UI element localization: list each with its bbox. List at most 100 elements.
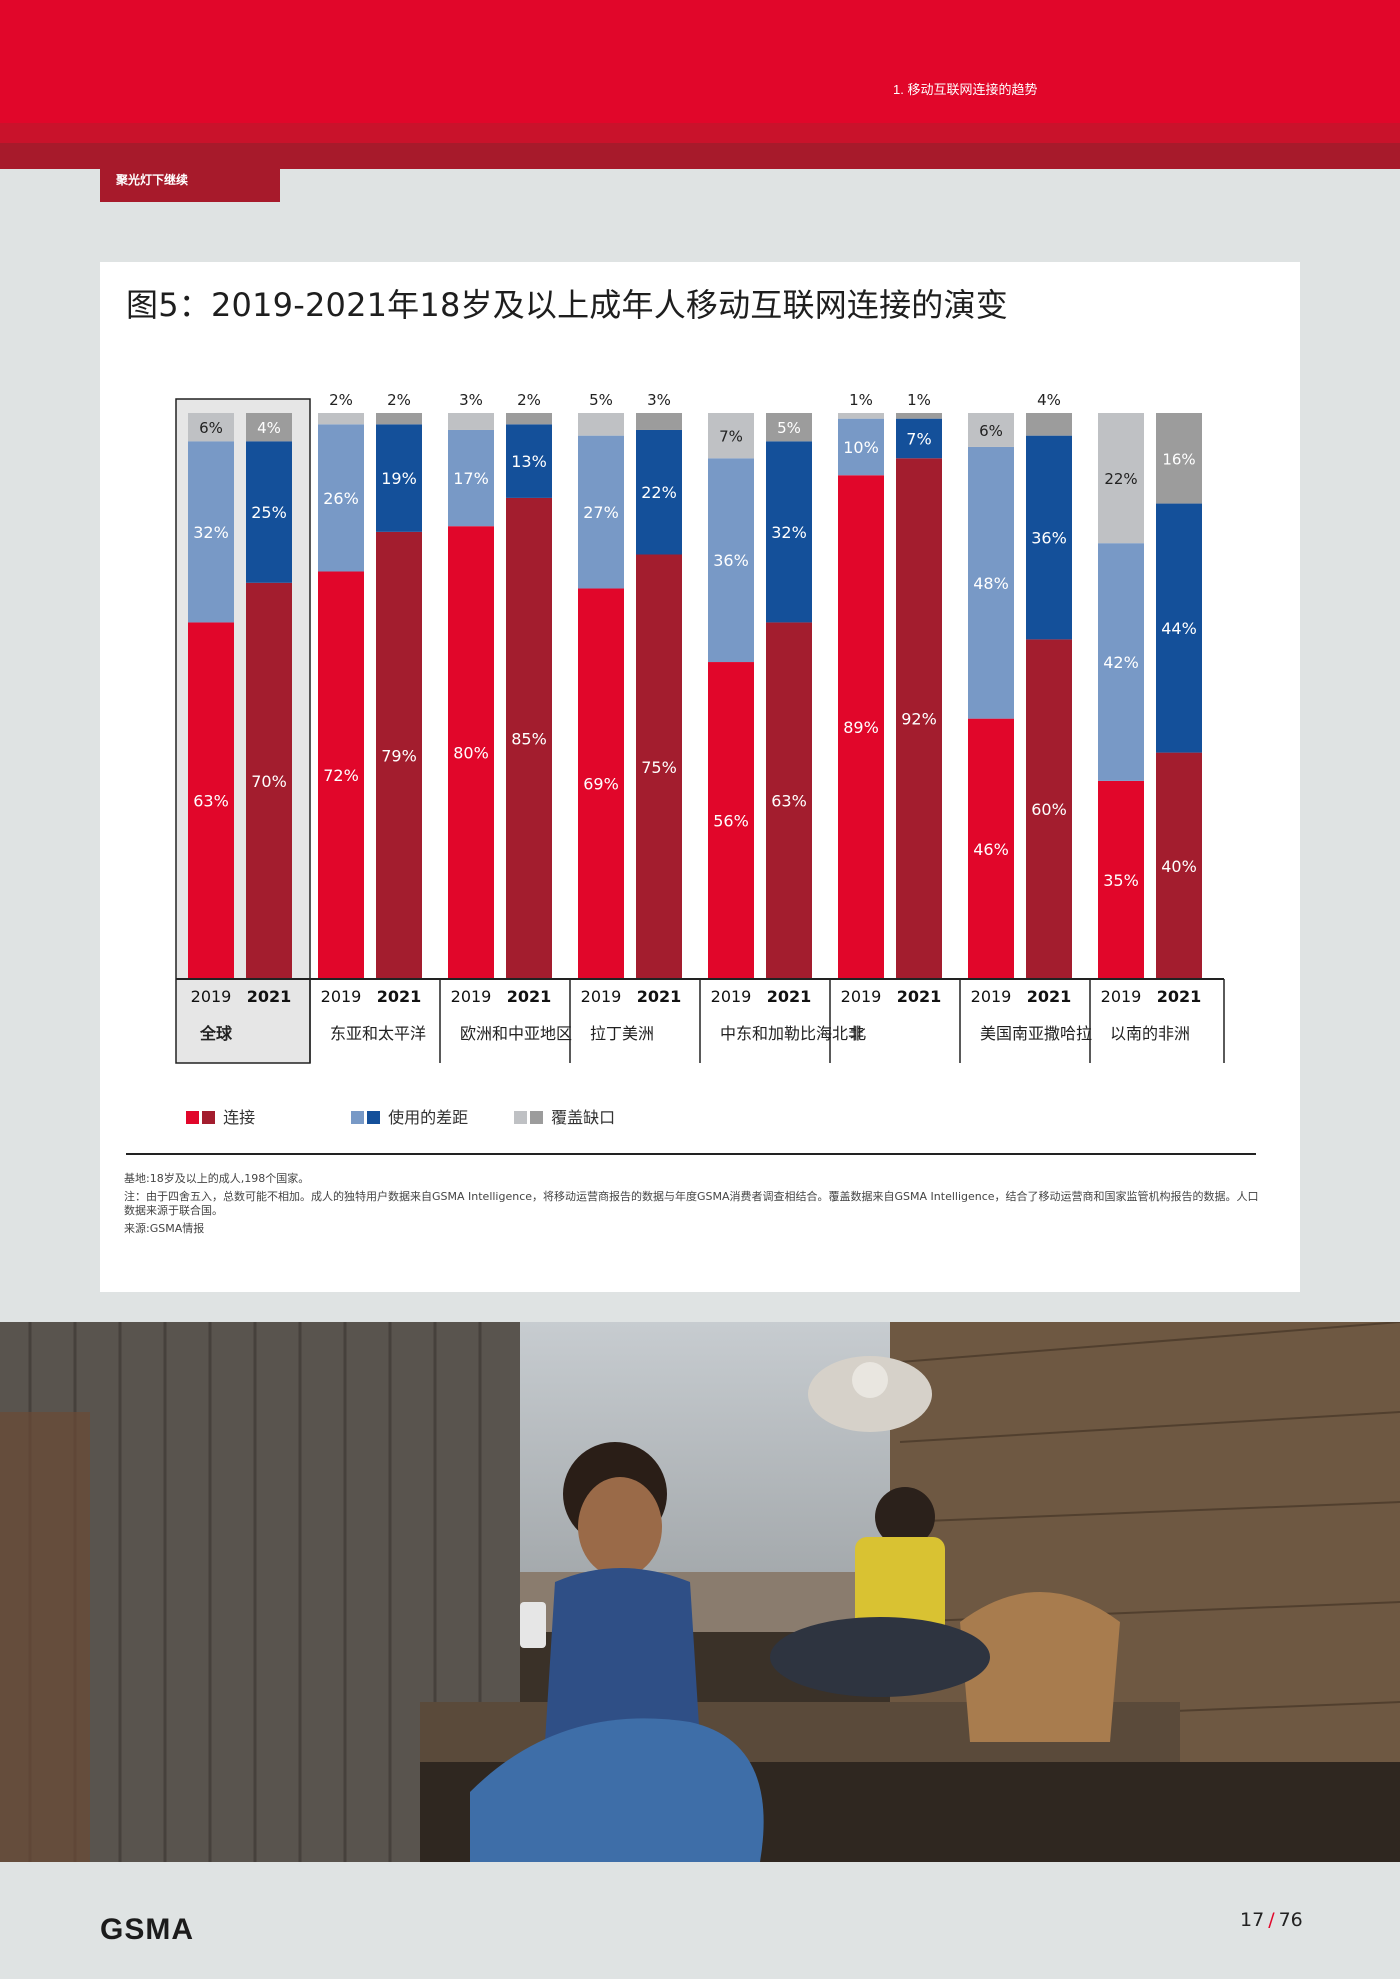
header-band-stripe-dark: [0, 143, 1400, 169]
data-label-connected: 80%: [453, 744, 489, 763]
bar-coverage-gap: [246, 413, 292, 442]
data-label-coverage-gap: 2%: [387, 391, 411, 409]
bar-usage-gap: [838, 418, 884, 476]
data-label-usage-gap: 44%: [1161, 619, 1197, 638]
bar-usage-gap: [448, 429, 494, 527]
bar-coverage-gap: [968, 413, 1014, 447]
bar-usage-gap: [968, 446, 1014, 719]
bar-coverage-gap: [318, 413, 364, 425]
data-label-connected: 56%: [713, 812, 749, 831]
data-label-coverage-gap: 2%: [329, 391, 353, 409]
section-label: 1. 移动互联网连接的趋势: [893, 82, 1038, 97]
region-label: 中东和加勒比海北非: [720, 1024, 864, 1043]
bar-connected: [766, 622, 812, 979]
bar-coverage-gap: [578, 413, 624, 436]
data-label-connected: 79%: [381, 746, 417, 765]
bar-connected: [506, 497, 552, 979]
x-tick-label: 2019: [1101, 987, 1142, 1006]
data-label-coverage-gap: 22%: [1104, 470, 1137, 488]
data-label-connected: 70%: [251, 772, 287, 791]
bar-coverage-gap: [896, 413, 942, 419]
bar-connected: [1098, 780, 1144, 979]
bar-coverage-gap: [188, 413, 234, 442]
data-label-connected: 89%: [843, 718, 879, 737]
bar-usage-gap: [896, 418, 942, 459]
bar-coverage-gap: [1098, 413, 1144, 544]
bar-usage-gap: [376, 424, 422, 532]
bar-connected: [376, 531, 422, 979]
data-label-coverage-gap: 2%: [517, 391, 541, 409]
bar-coverage-gap: [838, 413, 884, 419]
bar-usage-gap: [578, 435, 624, 589]
bar-usage-gap: [1026, 435, 1072, 640]
bar-connected: [448, 526, 494, 979]
data-label-usage-gap: 17%: [453, 469, 489, 488]
photo-man-using-phone: [0, 1322, 1400, 1862]
bar-coverage-gap: [1026, 413, 1072, 436]
legend-swatch: [514, 1111, 527, 1124]
bar-usage-gap: [636, 429, 682, 555]
page-number: 17/76: [1240, 1909, 1303, 1931]
header-band: [0, 0, 1400, 123]
data-label-usage-gap: 42%: [1103, 653, 1139, 672]
x-tick-label: 2019: [191, 987, 232, 1006]
legend-swatch: [186, 1111, 199, 1124]
region-label: 东亚和太平洋: [330, 1024, 426, 1043]
bar-coverage-gap: [708, 413, 754, 459]
bar-usage-gap: [1098, 543, 1144, 781]
data-label-connected: 40%: [1161, 857, 1197, 876]
page-separator: /: [1268, 1909, 1275, 1931]
data-label-coverage-gap: 1%: [849, 391, 873, 409]
legend-connected: 连接: [186, 1104, 255, 1128]
legend-swatch: [202, 1111, 215, 1124]
x-tick-label: 2019: [711, 987, 752, 1006]
bar-connected: [188, 622, 234, 979]
data-label-usage-gap: 32%: [193, 523, 229, 542]
divider-rule: [126, 1153, 1256, 1155]
header-band-stripe: [0, 123, 1400, 143]
data-label-usage-gap: 27%: [583, 503, 619, 522]
data-label-connected: 35%: [1103, 871, 1139, 890]
data-label-coverage-gap: 5%: [589, 391, 613, 409]
bar-connected: [838, 475, 884, 979]
bar-connected: [708, 662, 754, 979]
x-tick-label: 2021: [247, 987, 292, 1006]
data-label-connected: 46%: [973, 840, 1009, 859]
x-tick-label: 2019: [321, 987, 362, 1006]
data-label-usage-gap: 7%: [906, 429, 931, 448]
bar-coverage-gap: [1156, 413, 1202, 504]
bar-usage-gap: [318, 424, 364, 572]
bar-connected: [1026, 639, 1072, 979]
x-tick-label: 2021: [1157, 987, 1202, 1006]
bar-connected: [968, 718, 1014, 979]
x-tick-label: 2021: [1027, 987, 1072, 1006]
photo-illustration: [0, 1322, 1400, 1862]
x-tick-label: 2019: [581, 987, 622, 1006]
legend-swatch: [367, 1111, 380, 1124]
legend-swatch: [351, 1111, 364, 1124]
data-label-connected: 72%: [323, 766, 359, 785]
legend-label: 连接: [223, 1108, 256, 1127]
bar-usage-gap: [246, 441, 292, 583]
note-source: 来源:GSMA情报: [124, 1222, 205, 1235]
legend-usage-gap: 使用的差距: [351, 1104, 468, 1128]
data-label-usage-gap: 25%: [251, 503, 287, 522]
data-label-coverage-gap: 3%: [647, 391, 671, 409]
stacked-bar-chart: 63% 32% 6% 2019 70% 25% 4% 2021 全球 72% 26% 2% 2019 79…: [175, 391, 1225, 1064]
data-label-coverage-gap: 7%: [719, 428, 743, 446]
bar-connected: [578, 588, 624, 979]
data-label-coverage-gap: 4%: [257, 419, 281, 437]
data-label-connected: 75%: [641, 758, 677, 777]
region-label: 北: [850, 1024, 866, 1043]
bar-usage-gap: [1156, 503, 1202, 753]
data-label-coverage-gap: 4%: [1037, 391, 1061, 409]
data-label-usage-gap: 48%: [973, 574, 1009, 593]
bar-connected: [318, 571, 364, 979]
bar-usage-gap: [766, 441, 812, 623]
x-tick-label: 2021: [897, 987, 942, 1006]
region-label: 拉丁美洲: [590, 1024, 654, 1043]
legend-swatch: [530, 1111, 543, 1124]
gsma-logo: GSMA: [100, 1913, 194, 1946]
data-label-connected: 63%: [771, 792, 807, 811]
data-label-connected: 69%: [583, 775, 619, 794]
